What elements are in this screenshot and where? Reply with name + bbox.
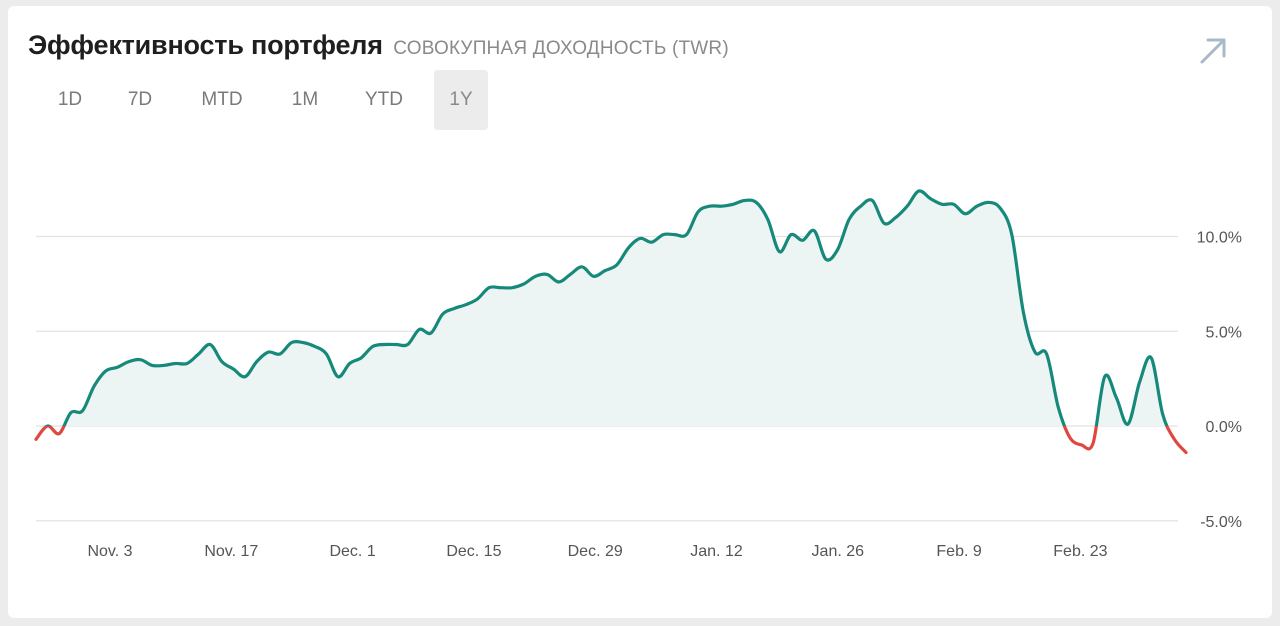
y-tick-label: 10.0% <box>1197 230 1242 247</box>
tab-1m[interactable]: 1M <box>291 89 319 110</box>
tab-mtd[interactable]: MTD <box>201 89 243 110</box>
page-title: Эффективность портфеля <box>28 30 383 60</box>
x-tick-label: Dec. 15 <box>446 543 501 560</box>
x-tick-label: Dec. 29 <box>568 543 623 560</box>
x-tick-label: Dec. 1 <box>329 543 375 560</box>
x-tick-label: Nov. 3 <box>87 543 132 560</box>
area-fill-positive <box>36 190 1186 426</box>
y-tick-label: -5.0% <box>1200 514 1242 531</box>
x-tick-label: Feb. 23 <box>1053 543 1107 560</box>
x-tick-label: Jan. 26 <box>812 543 865 560</box>
x-tick-label: Jan. 12 <box>690 543 743 560</box>
tab-ytd[interactable]: YTD <box>365 89 403 110</box>
tab-1d[interactable]: 1D <box>57 89 83 110</box>
series-line-positive <box>44 189 1169 426</box>
chart-subtitle: СОВОКУПНАЯ ДОХОДНОСТЬ (TWR) <box>393 38 729 59</box>
chart-header: Эффективность портфеля СОВОКУПНАЯ ДОХОДН… <box>28 30 729 61</box>
expand-button[interactable] <box>1196 32 1232 68</box>
y-tick-label: 5.0% <box>1206 324 1242 341</box>
tab-7d[interactable]: 7D <box>127 89 153 110</box>
tab-1y[interactable]: 1Y <box>434 70 488 130</box>
y-tick-label: 0.0% <box>1206 419 1242 436</box>
arrow-up-right-icon <box>1200 38 1226 64</box>
x-tick-label: Feb. 9 <box>936 543 981 560</box>
x-tick-label: Nov. 17 <box>204 543 258 560</box>
